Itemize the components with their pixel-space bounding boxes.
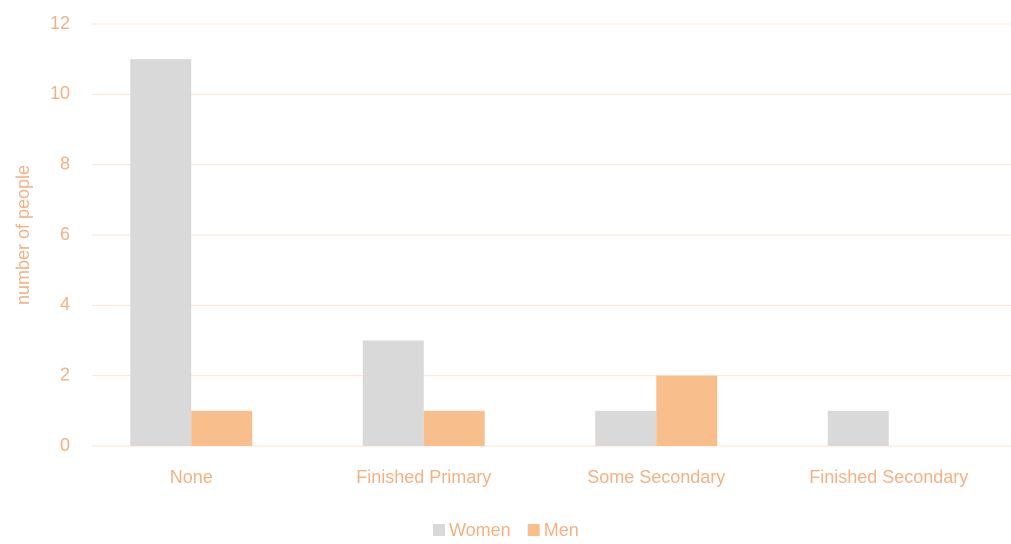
y-tick-label: 0: [60, 435, 70, 455]
bar: [362, 340, 424, 446]
x-tick-label: Finished Secondary: [809, 467, 968, 487]
bar: [191, 410, 253, 446]
y-tick-label: 12: [50, 13, 70, 33]
y-tick-label: 6: [60, 224, 70, 244]
bar: [595, 410, 657, 446]
bar: [423, 410, 485, 446]
x-tick-label: Some Secondary: [587, 467, 725, 487]
y-tick-label: 4: [60, 294, 70, 314]
x-tick-label: Finished Primary: [356, 467, 491, 487]
legend-swatch: [433, 524, 445, 536]
y-tick-label: 10: [50, 83, 70, 103]
bar: [827, 410, 889, 446]
y-tick-label: 8: [60, 153, 70, 173]
bar: [656, 375, 718, 446]
legend-label: Men: [544, 520, 579, 540]
y-axis-label: number of people: [13, 165, 33, 305]
x-tick-label: None: [170, 467, 213, 487]
bar: [130, 59, 192, 447]
legend-label: Women: [449, 520, 511, 540]
legend-swatch: [527, 524, 540, 536]
y-tick-label: 2: [60, 364, 70, 384]
